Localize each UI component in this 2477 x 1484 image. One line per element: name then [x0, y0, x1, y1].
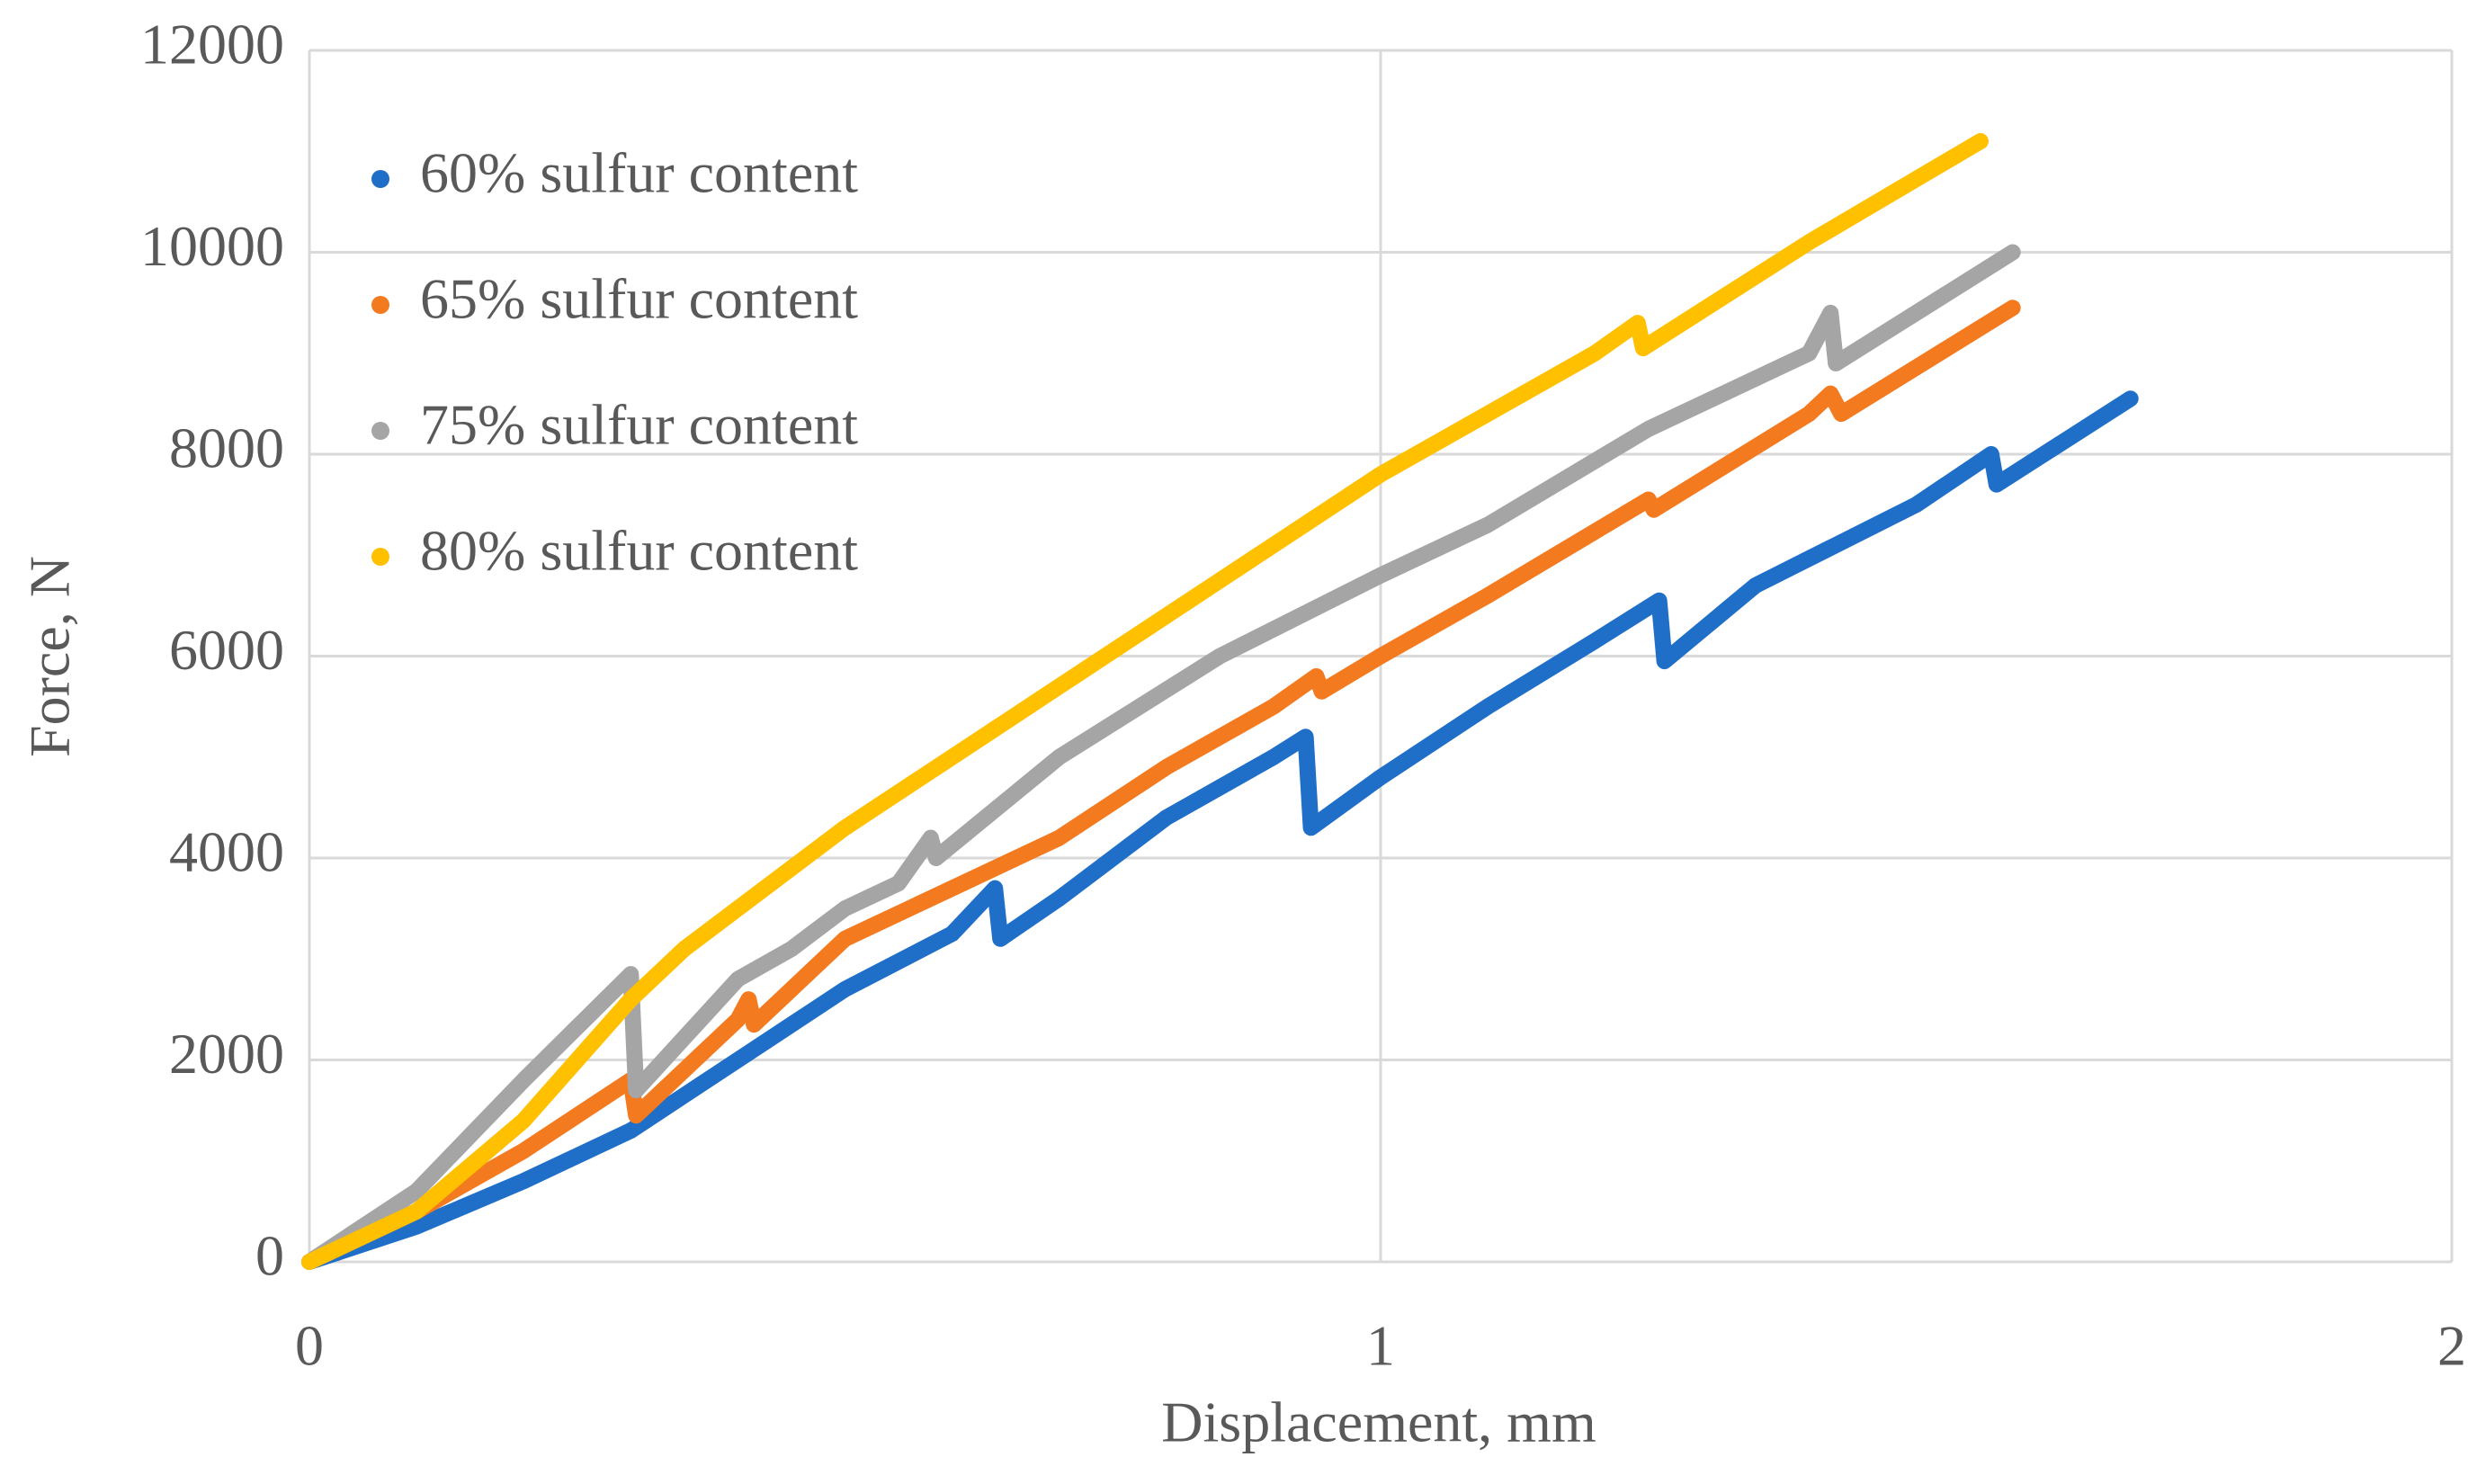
legend-label: 60% sulfur content	[420, 141, 858, 205]
x-axis-label: Displacement, mm	[1161, 1390, 1596, 1454]
legend-label: 65% sulfur content	[420, 267, 858, 331]
legend-marker	[371, 296, 389, 314]
legend-marker	[371, 548, 389, 566]
y-tick-label: 0	[255, 1224, 284, 1288]
y-tick-label: 2000	[169, 1022, 284, 1086]
y-tick-label: 12000	[140, 13, 284, 76]
legend-label: 75% sulfur content	[420, 393, 858, 457]
legend-marker	[371, 422, 389, 440]
x-tick-label: 1	[1366, 1314, 1395, 1378]
y-tick-label: 10000	[140, 214, 284, 278]
series-line	[301, 390, 2139, 1270]
series-line	[301, 133, 1989, 1270]
y-tick-label: 8000	[169, 416, 284, 480]
y-tick-label: 4000	[169, 820, 284, 884]
x-tick-label: 2	[2437, 1314, 2466, 1378]
y-axis-label: Force, N	[18, 556, 82, 757]
x-tick-label: 0	[295, 1314, 324, 1378]
y-tick-label: 6000	[169, 618, 284, 682]
legend-label: 80% sulfur content	[420, 519, 858, 583]
legend-marker	[371, 170, 389, 188]
series-line	[301, 299, 2021, 1270]
